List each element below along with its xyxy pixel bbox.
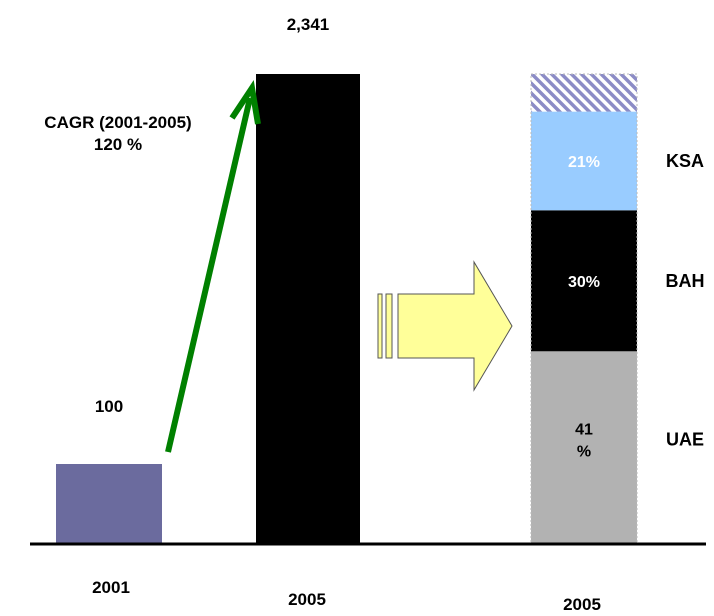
bar-2005-1 (256, 74, 360, 544)
legend-label-uae: UAE (666, 430, 704, 450)
stack-value-label-bah: 30% (568, 274, 600, 291)
stack-segment-ksa (531, 111, 637, 211)
cagr-growth-arrow (165, 97, 253, 453)
stack-value-label-uae: 41% (575, 422, 593, 461)
legend-label-bah: BAH (666, 271, 705, 291)
category-label-1: 2005 (288, 590, 326, 609)
bar-value-label-1: 2,341 (287, 15, 330, 34)
category-label-0: 2001 (92, 578, 130, 597)
stack-segment-uae (531, 351, 637, 544)
block-arrow (377, 260, 513, 392)
stack-segment-other (531, 74, 637, 112)
stack-segment-bah (531, 210, 637, 352)
bar-2001-0 (56, 464, 162, 544)
cagr-arrowhead (229, 80, 261, 125)
legend-label-ksa: KSA (666, 151, 704, 171)
cagr-annotation-line1: CAGR (2001-2005) (44, 113, 191, 132)
cagr-annotation-line2: 120 % (94, 135, 142, 154)
bar-value-label-0: 100 (95, 397, 123, 416)
stack-value-label-ksa: 21% (568, 154, 600, 171)
category-label-2: 2005 (563, 595, 601, 614)
